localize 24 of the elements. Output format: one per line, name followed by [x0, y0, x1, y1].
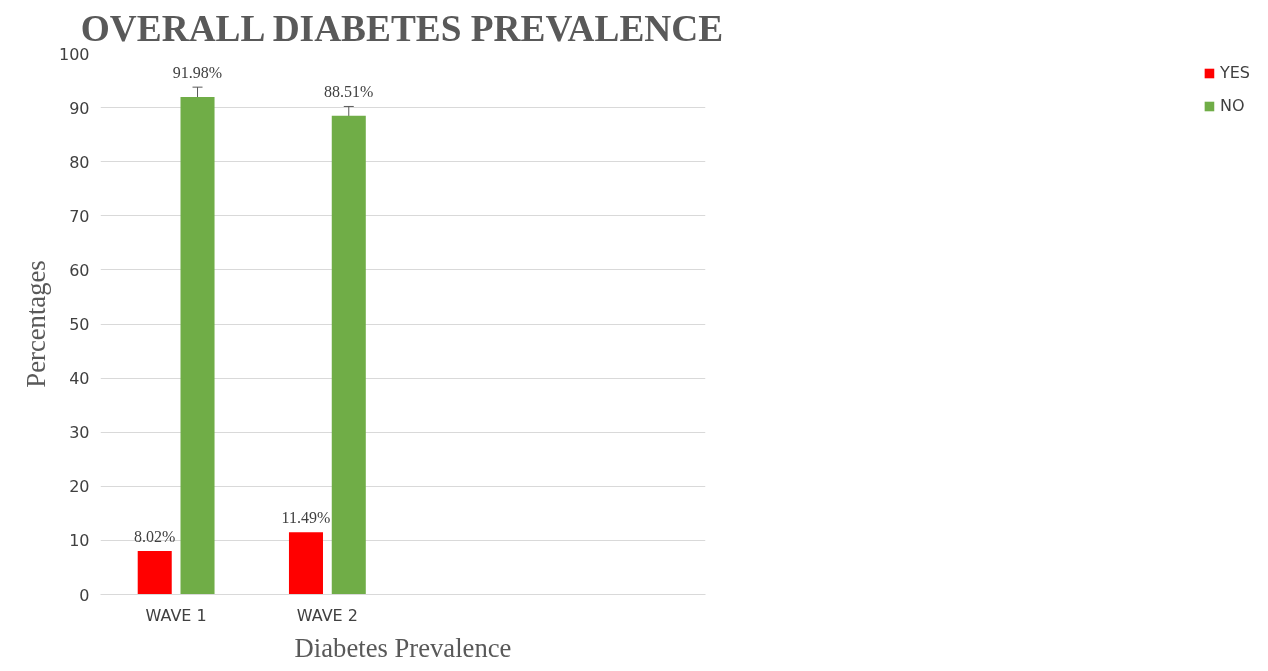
x-tick-label: WAVE 1 — [145, 605, 207, 625]
x-axis-title: Diabetes Prevalence — [294, 632, 512, 663]
y-tick-label: 10 — [69, 531, 90, 551]
y-tick-label: 30 — [69, 423, 90, 443]
y-axis-title: Percentages — [20, 260, 51, 388]
data-label: 11.49% — [281, 509, 331, 527]
legend-label: NO — [1219, 96, 1245, 115]
bar — [288, 532, 323, 595]
bar — [137, 551, 172, 595]
bar — [180, 96, 215, 595]
y-tick-label: 0 — [79, 585, 90, 605]
y-tick-label: 90 — [69, 98, 90, 118]
y-tick-label: 40 — [69, 369, 90, 389]
y-tick-label: 80 — [69, 152, 90, 172]
legend-label: YES — [1219, 63, 1250, 82]
y-tick-label: 50 — [69, 315, 90, 334]
data-label: 8.02% — [134, 528, 176, 546]
bar — [331, 115, 366, 595]
data-label: 91.98% — [172, 64, 223, 82]
x-tick-label: WAVE 2 — [296, 605, 358, 625]
data-label: 88.51% — [324, 83, 374, 101]
y-tick-label: 60 — [69, 260, 90, 280]
y-tick-label: 70 — [69, 206, 90, 226]
y-tick-label: 20 — [69, 477, 90, 497]
